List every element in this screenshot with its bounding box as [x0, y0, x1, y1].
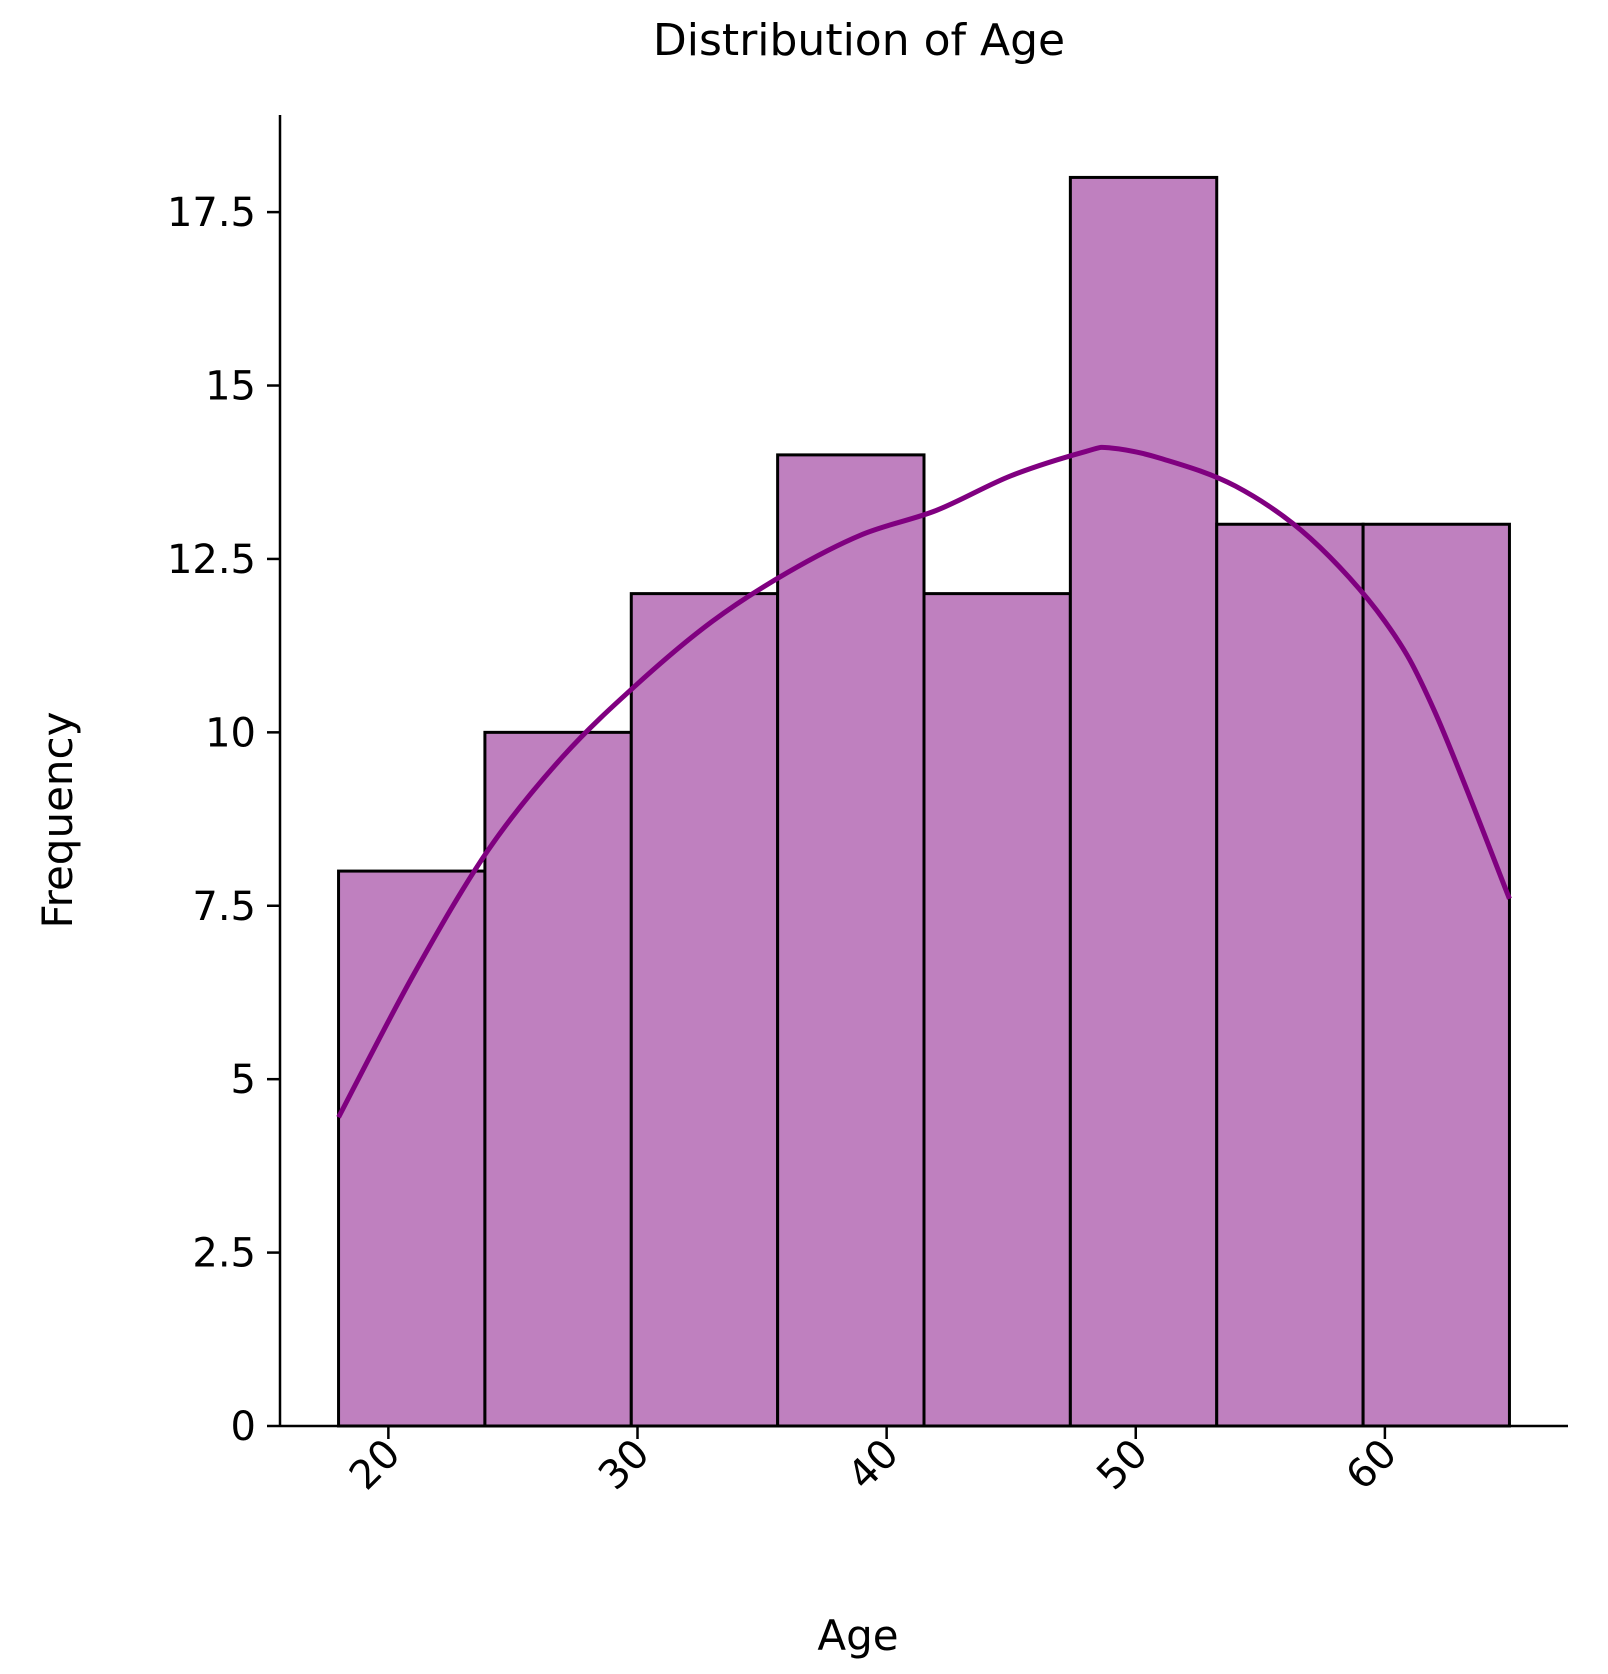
y-ticks-group: 0 2.5 5 7.5 10 12.5 15 17.5: [167, 190, 280, 1450]
y-tick-label: 5: [231, 1057, 256, 1103]
x-axis-label: Age: [817, 1611, 898, 1660]
y-axis-label: Frequency: [33, 712, 82, 929]
histogram-bar-8: [1361, 522, 1511, 1428]
x-ticks-group: 20 30 40 50 60: [341, 1426, 1406, 1499]
y-tick-label: 15: [205, 364, 256, 410]
y-tick-label: 7.5: [192, 884, 256, 930]
x-tick-label: 60: [1337, 1431, 1406, 1500]
x-tick-label: 30: [590, 1431, 659, 1500]
histogram-bar-3: [629, 592, 780, 1428]
histogram-bar-1: [337, 869, 487, 1428]
kde-line: [336, 444, 1512, 1119]
histogram-bar-4: [776, 453, 926, 1428]
y-tick-label: 12.5: [167, 537, 256, 583]
histogram-bar-2: [483, 730, 633, 1428]
x-tick-label: 40: [839, 1431, 908, 1500]
y-tick-label: 10: [205, 710, 256, 756]
kde-group: [336, 444, 1512, 1119]
axes-group: [278, 115, 1568, 1428]
x-tick-label: 20: [341, 1431, 410, 1500]
histogram-bar-6: [1068, 175, 1219, 1428]
x-tick-label: 50: [1088, 1431, 1157, 1500]
y-tick-label: 2.5: [192, 1231, 256, 1277]
y-tick-label: 0: [231, 1404, 256, 1450]
chart-title: Distribution of Age: [653, 15, 1065, 66]
y-tick-label: 17.5: [167, 190, 256, 236]
histogram-bar-5: [922, 592, 1072, 1428]
bars-group: [337, 175, 1511, 1428]
histogram-bar-7: [1215, 522, 1365, 1428]
